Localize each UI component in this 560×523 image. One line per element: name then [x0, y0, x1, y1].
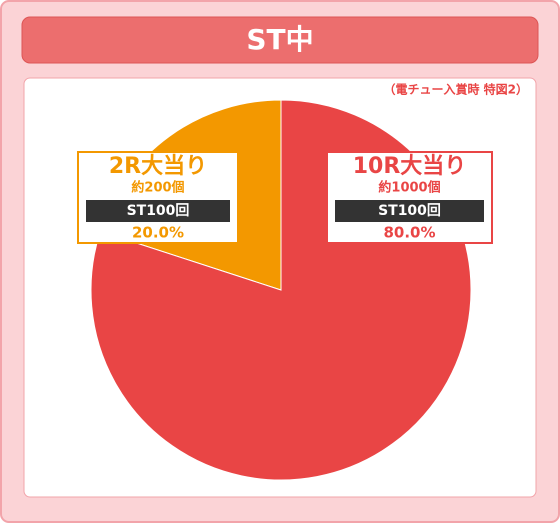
- label-box: [326, 151, 493, 244]
- value-label: 80.0%: [383, 224, 435, 242]
- st-band: [335, 200, 484, 222]
- label-box: [77, 151, 239, 244]
- bonus-balls: 約200個: [131, 180, 184, 196]
- title-bar: [21, 16, 539, 64]
- slice-name: 10R大当り: [353, 154, 467, 179]
- st-count: ST100回: [378, 203, 441, 219]
- bonus-balls: 約1000個: [378, 180, 440, 196]
- slice-name: 2R大当り: [109, 154, 207, 179]
- value-label: 20.0%: [132, 224, 184, 242]
- chart-title: ST中: [246, 23, 313, 56]
- subtitle: （電チュー入賞時 特図2）: [383, 82, 528, 97]
- st-band: [86, 200, 230, 222]
- st-count: ST100回: [127, 203, 190, 219]
